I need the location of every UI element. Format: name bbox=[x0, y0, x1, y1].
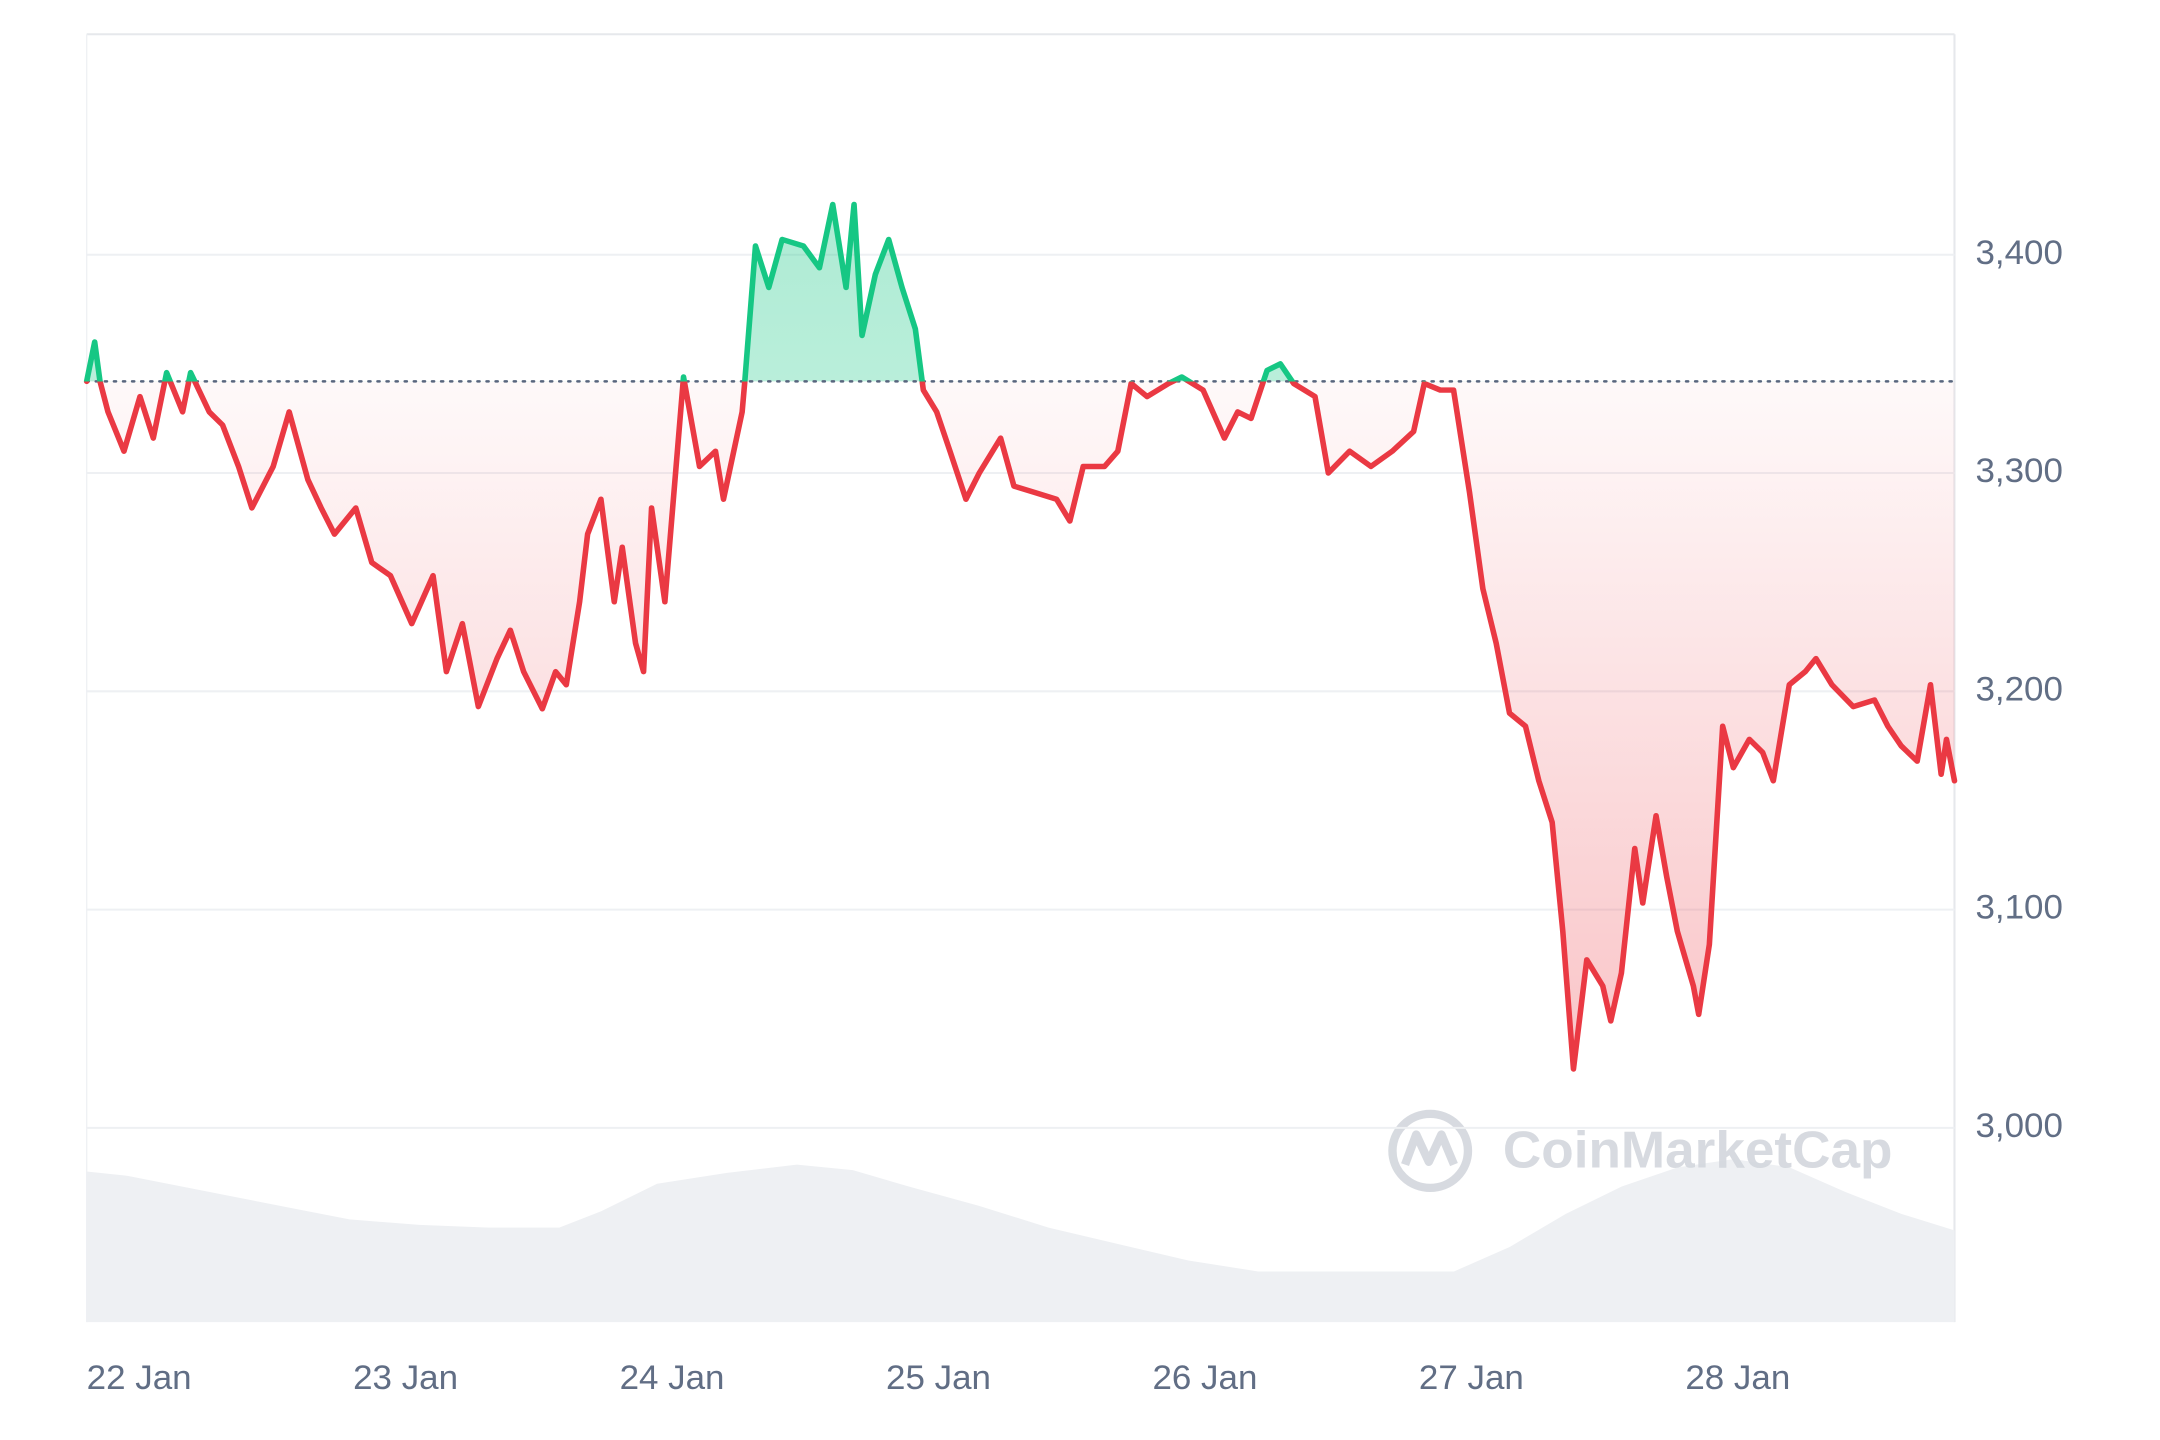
x-tick-label: 23 Jan bbox=[353, 1359, 458, 1397]
y-tick-label: 3,100 bbox=[1975, 889, 2062, 927]
y-tick-label: 3,200 bbox=[1975, 671, 2062, 709]
price-area bbox=[86, 204, 1955, 1069]
volume-area bbox=[86, 1159, 1955, 1323]
y-tick-label: 3,400 bbox=[1975, 234, 2062, 272]
marks bbox=[83, 201, 1958, 1072]
x-tick-label: 27 Jan bbox=[1419, 1359, 1524, 1397]
price-line bbox=[83, 201, 1958, 1072]
x-tick-label: 25 Jan bbox=[886, 1359, 991, 1397]
watermark: CoinMarketCap bbox=[1388, 1109, 1893, 1193]
watermark-logo bbox=[1401, 1130, 1458, 1167]
labels: 3,000 3,100 3,200 3,300 3,400 22 Jan 23 Jan 24 … bbox=[87, 234, 2063, 1397]
x-tick-label: 28 Jan bbox=[1685, 1359, 1790, 1397]
watermark-logo bbox=[1388, 1109, 1473, 1193]
y-tick-label: 3,000 bbox=[1975, 1107, 2062, 1145]
x-tick-label: 26 Jan bbox=[1152, 1359, 1257, 1397]
x-tick-label: 24 Jan bbox=[620, 1359, 725, 1397]
watermark-text: CoinMarketCap bbox=[1503, 1121, 1893, 1179]
x-tick-label: 22 Jan bbox=[87, 1359, 192, 1397]
y-tick-label: 3,300 bbox=[1975, 452, 2062, 490]
